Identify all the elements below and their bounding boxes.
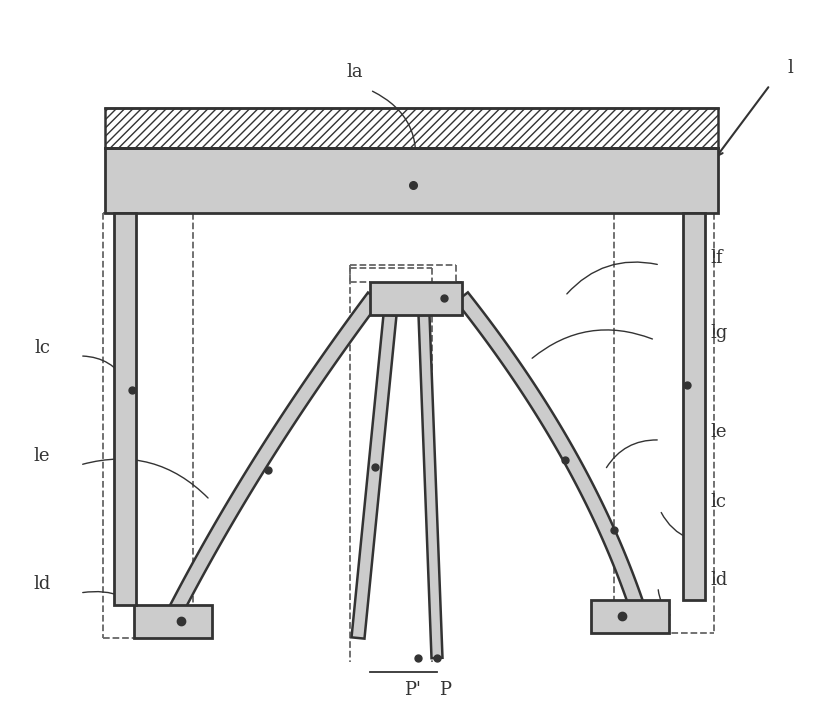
Text: lc: lc <box>710 493 726 511</box>
Text: lg: lg <box>710 324 728 342</box>
Polygon shape <box>591 600 669 633</box>
Polygon shape <box>114 213 136 605</box>
Polygon shape <box>351 314 396 639</box>
Text: P: P <box>439 681 451 699</box>
Text: le: le <box>34 447 50 465</box>
Polygon shape <box>134 605 212 638</box>
Text: P': P' <box>404 681 420 699</box>
Polygon shape <box>457 292 644 610</box>
Text: la: la <box>347 63 363 81</box>
Text: ld: ld <box>710 571 728 589</box>
Polygon shape <box>683 213 705 600</box>
Polygon shape <box>418 315 442 658</box>
Polygon shape <box>370 282 462 315</box>
Polygon shape <box>169 292 380 615</box>
Text: l: l <box>787 59 793 77</box>
Text: lc: lc <box>34 339 50 357</box>
Text: le: le <box>710 423 726 441</box>
Polygon shape <box>105 148 718 213</box>
Text: ld: ld <box>33 575 50 593</box>
Text: lf: lf <box>710 249 723 267</box>
